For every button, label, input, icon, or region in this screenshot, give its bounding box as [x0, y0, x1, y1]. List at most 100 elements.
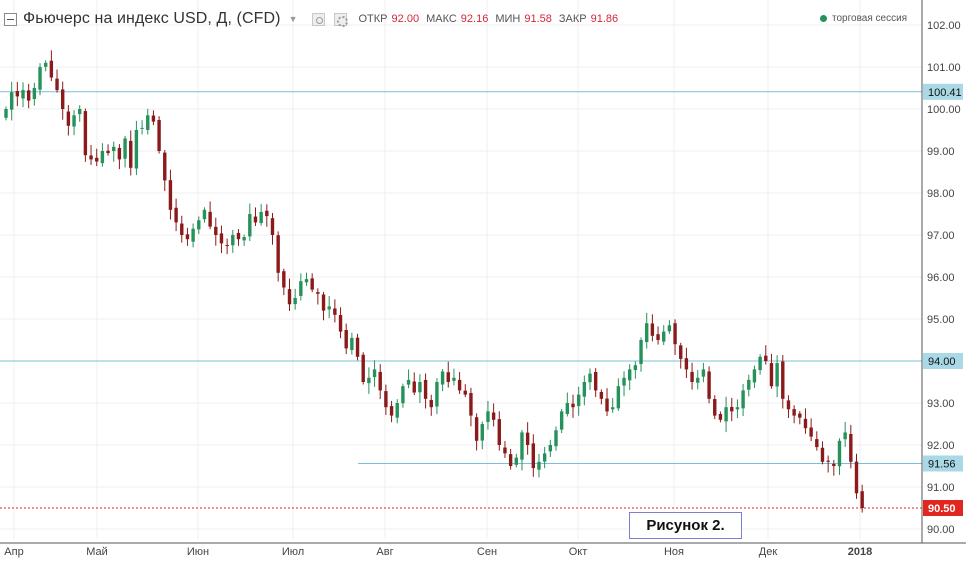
candle-body [106, 150, 110, 154]
candle [43, 60, 48, 72]
candle [151, 110, 156, 126]
candle-body [236, 232, 241, 240]
candle [180, 215, 184, 243]
level-badge-label: 91.56 [928, 458, 956, 470]
candle [344, 323, 348, 354]
candle [696, 370, 700, 390]
candle [429, 394, 433, 416]
candle-body [514, 457, 518, 465]
candle-body [798, 413, 802, 418]
candle [803, 408, 808, 434]
candle [559, 408, 564, 434]
candle-body [837, 440, 842, 467]
candle [406, 369, 411, 389]
candle [21, 82, 25, 108]
candle [554, 426, 558, 451]
candle-body [554, 430, 558, 447]
candle-body [423, 379, 428, 399]
candle [412, 372, 416, 396]
candle-body [826, 460, 830, 462]
candle-body [378, 371, 382, 391]
candle [645, 312, 649, 349]
candle-body [242, 237, 246, 241]
candle [752, 365, 757, 389]
gear-icon[interactable] [333, 12, 348, 27]
candle [622, 371, 626, 397]
time-axis[interactable]: Апр Май Июн Июл Авг Сен Окт Ноя Дек 2018 [0, 542, 966, 558]
level-badge [923, 455, 963, 472]
candle-body [622, 377, 626, 386]
candles [4, 50, 864, 513]
candle [418, 374, 422, 404]
candle-body [724, 407, 728, 422]
candle-body [662, 331, 666, 342]
candle [548, 439, 553, 457]
time-tick-label: Май [86, 546, 108, 558]
candle [531, 434, 536, 477]
candle-body [174, 207, 178, 223]
eye-icon[interactable] [311, 12, 325, 26]
candle [843, 421, 847, 447]
candle [270, 213, 275, 245]
candle [582, 375, 587, 406]
candle [282, 268, 286, 296]
candle-body [508, 454, 513, 466]
candle [61, 81, 65, 120]
price-tick-label: 99.00 [927, 146, 955, 158]
candle [633, 361, 638, 379]
candle [423, 373, 428, 409]
candle [100, 143, 105, 167]
candle [610, 398, 615, 413]
candle-body [4, 109, 8, 118]
level-badge-label: 94.00 [928, 356, 956, 368]
candle [537, 454, 541, 478]
candle-body [344, 329, 348, 349]
candle [197, 216, 201, 234]
candle-body [163, 152, 167, 181]
candle-body [735, 407, 740, 410]
close-value: 91.86 [590, 13, 619, 25]
candle-body [185, 234, 190, 240]
open-label: ОТКР [358, 13, 388, 25]
candle-body [781, 361, 785, 399]
candle [231, 229, 235, 253]
candle-body [542, 453, 547, 462]
candle-body [684, 358, 689, 370]
candle [321, 291, 326, 321]
candle [469, 387, 473, 427]
ohlc-values: ОТКР 92.00 МАКС 92.16 МИН 91.58 ЗАКР 91.… [359, 13, 622, 25]
candle [565, 392, 570, 417]
candle [503, 441, 507, 458]
candle-body [180, 223, 184, 235]
candle-body [89, 155, 93, 160]
candle [605, 388, 609, 416]
open-value: 92.00 [391, 13, 420, 25]
candle [781, 355, 785, 409]
candle [656, 326, 660, 345]
candle-body [537, 461, 541, 470]
candle-body [679, 345, 683, 359]
candle-body [157, 119, 161, 151]
caret-down-icon[interactable]: ▼ [288, 14, 298, 24]
candle [163, 150, 167, 192]
collapse-icon[interactable] [4, 12, 17, 26]
candle [185, 227, 190, 246]
price-tick-label: 91.00 [927, 482, 955, 494]
candle-body [140, 127, 144, 129]
candle-body [605, 398, 609, 412]
candle-body [395, 403, 399, 418]
candle [525, 422, 530, 455]
candle-body [571, 403, 575, 408]
candle [191, 223, 195, 248]
candle [236, 229, 241, 246]
high-label: МАКС [426, 13, 457, 25]
candle-body [338, 315, 343, 332]
level-badge [923, 83, 963, 100]
symbol-title[interactable]: Фьючерс на индекс USD, Д, (CFD) [23, 10, 281, 27]
candle [49, 50, 54, 82]
candle-body [72, 115, 76, 127]
time-tick-label: Дек [759, 546, 778, 558]
grid [0, 0, 922, 539]
high-value: 92.16 [460, 13, 489, 25]
time-tick-label: Апр [4, 546, 23, 558]
